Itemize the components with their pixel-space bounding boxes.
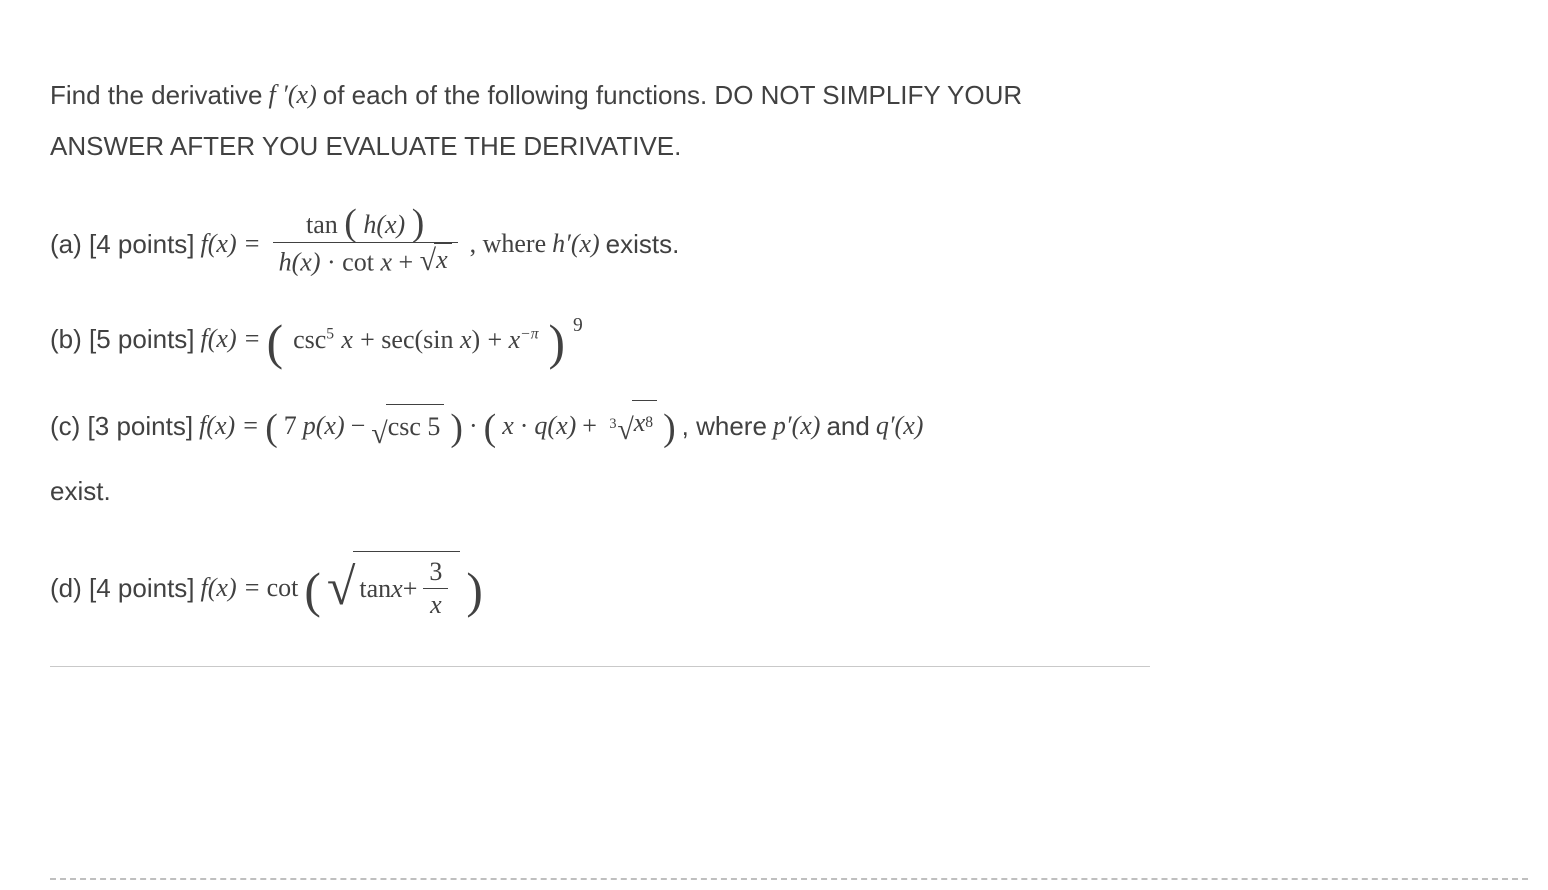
intro-text-post: of each of the following functions. DO N… bbox=[323, 70, 1022, 121]
cot-label: cot bbox=[267, 566, 299, 610]
root-index: 3 bbox=[609, 416, 616, 432]
cot-label: cot bbox=[342, 247, 380, 276]
var-x: x bbox=[341, 325, 353, 354]
p-of-x: p(x) bbox=[303, 404, 345, 448]
h-prime: h′(x) bbox=[552, 222, 600, 266]
lparen-icon: ( bbox=[344, 202, 357, 244]
radical-icon: √ bbox=[327, 562, 356, 614]
var-x: x bbox=[460, 325, 472, 354]
csc5-text: csc 5 bbox=[388, 405, 441, 449]
intro-text-pre: Find the derivative bbox=[50, 70, 262, 121]
part-a-fraction: tan ( h(x) ) h(x) · cot x + √ x bbox=[273, 209, 458, 279]
h-of-x-den: h(x) bbox=[279, 247, 321, 276]
intro-fprime: f ′(x) bbox=[268, 70, 316, 121]
numerator-3: 3 bbox=[423, 556, 448, 589]
q-of-x: q(x) bbox=[534, 404, 576, 448]
exists-text: exists. bbox=[606, 222, 680, 266]
part-c-lhs: f(x) = bbox=[199, 404, 259, 448]
part-a-denominator: h(x) · cot x + √ x bbox=[273, 243, 458, 279]
dashed-divider bbox=[50, 878, 1528, 880]
outer-exponent: 9 bbox=[573, 309, 583, 342]
lparen-icon: ( bbox=[414, 325, 423, 354]
rparen-icon: ) bbox=[472, 325, 481, 354]
problem-intro: Find the derivative f ′(x) of each of th… bbox=[50, 70, 1498, 171]
sec-label: sec bbox=[381, 325, 414, 354]
part-b-label: (b) [5 points] bbox=[50, 317, 195, 361]
sqrt-csc5: √ csc 5 bbox=[371, 404, 444, 449]
comma-where: , where bbox=[470, 222, 547, 266]
plus-sign: + bbox=[487, 325, 508, 354]
part-b-lhs: f(x) = bbox=[201, 317, 261, 361]
tan-label: tan bbox=[306, 210, 344, 239]
var-x: x bbox=[380, 247, 392, 276]
neg-pi-exponent: −π bbox=[520, 325, 538, 342]
part-d-lhs: f(x) = bbox=[201, 566, 261, 610]
var-x: x bbox=[509, 325, 521, 354]
dot-operator: · bbox=[469, 404, 478, 448]
const-7: 7 bbox=[284, 404, 297, 448]
tan-label: tan bbox=[359, 567, 391, 611]
part-c-label: (c) [3 points] bbox=[50, 404, 193, 448]
part-d: (d) [4 points] f(x) = cot ( √ tan x + 3 … bbox=[50, 551, 1498, 626]
dot-operator: · bbox=[520, 404, 529, 448]
frac-3-over-x: 3 x bbox=[423, 556, 448, 622]
exponent-8: 8 bbox=[645, 410, 653, 437]
q-prime: q′(x) bbox=[876, 404, 924, 448]
plus-sign: + bbox=[403, 567, 418, 611]
denominator-x: x bbox=[424, 589, 448, 622]
part-a-lhs: f(x) = bbox=[201, 222, 261, 266]
var-x: x bbox=[634, 401, 646, 445]
radicand-x: x bbox=[436, 244, 448, 277]
plus-sign: + bbox=[398, 247, 419, 276]
var-x: x bbox=[502, 404, 514, 448]
part-b: (b) [5 points] f(x) = ( csc5 x + sec(sin… bbox=[50, 317, 1498, 362]
h-of-x: h(x) bbox=[363, 210, 405, 239]
part-b-inner: csc5 x + sec(sin x) + x−π bbox=[289, 317, 542, 362]
var-x: x bbox=[391, 567, 403, 611]
p-prime: p′(x) bbox=[773, 404, 821, 448]
part-a-label: (a) [4 points] bbox=[50, 222, 195, 266]
part-a: (a) [4 points] f(x) = tan ( h(x) ) h(x) … bbox=[50, 209, 1498, 279]
intro-line-2: ANSWER AFTER YOU EVALUATE THE DERIVATIVE… bbox=[50, 121, 1498, 172]
sin-label: sin bbox=[423, 325, 460, 354]
page: Find the derivative f ′(x) of each of th… bbox=[0, 0, 1548, 890]
where-text: , where bbox=[682, 404, 767, 448]
sqrt-outer: √ tan x + 3 x bbox=[327, 551, 461, 626]
plus-sign: + bbox=[582, 404, 597, 448]
part-d-label: (d) [4 points] bbox=[50, 566, 195, 610]
dot-operator: · bbox=[327, 247, 342, 276]
csc-label: csc bbox=[293, 325, 326, 354]
part-c-exist: exist. bbox=[50, 469, 1498, 513]
cuberoot: 3 √ x8 bbox=[603, 400, 657, 452]
and-text: and bbox=[826, 404, 869, 448]
plus-sign: + bbox=[360, 325, 381, 354]
part-a-numerator: tan ( h(x) ) bbox=[300, 209, 430, 242]
minus-sign: − bbox=[351, 404, 366, 448]
part-c: (c) [3 points] f(x) = ( 7p(x) − √ csc 5 … bbox=[50, 400, 1498, 513]
sqrt-x: √ x bbox=[420, 243, 452, 277]
intro-line-1: Find the derivative f ′(x) of each of th… bbox=[50, 70, 1498, 121]
csc-power: 5 bbox=[326, 325, 334, 342]
section-divider bbox=[50, 666, 1150, 667]
rparen-icon: ) bbox=[412, 202, 425, 244]
